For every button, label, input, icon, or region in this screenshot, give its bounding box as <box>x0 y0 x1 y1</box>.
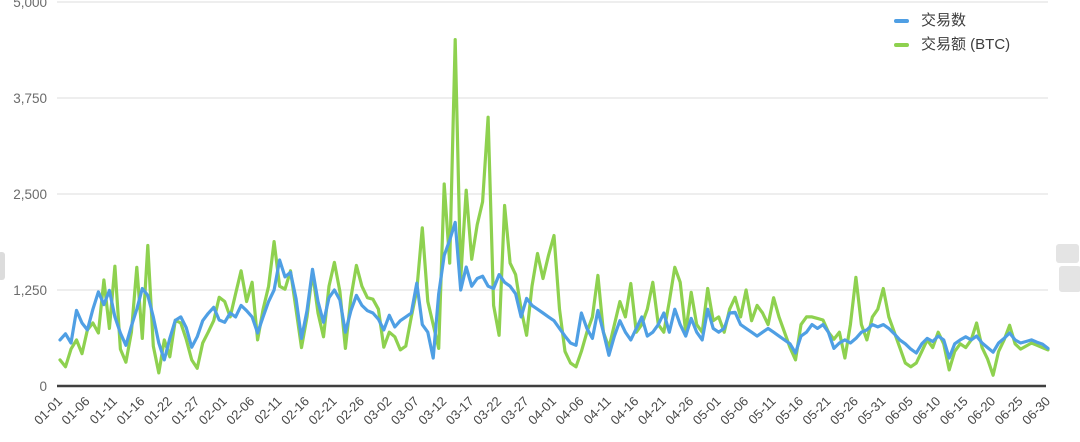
x-axis-label: 06-15 <box>937 394 971 428</box>
x-axis-label: 03-02 <box>360 394 394 428</box>
x-axis-label: 06-05 <box>882 394 916 428</box>
x-axis-label: 05-26 <box>827 394 861 428</box>
watermark-fragment-right-bottom <box>1059 266 1080 292</box>
x-axis-label: 05-21 <box>799 394 833 428</box>
x-axis-label: 01-27 <box>168 394 202 428</box>
x-axis-label: 04-16 <box>607 394 641 428</box>
x-axis-label: 06-25 <box>992 394 1026 428</box>
y-axis-label: 2,500 <box>13 187 47 202</box>
x-axis-label: 04-11 <box>581 394 614 427</box>
series-line-transaction-count <box>58 220 1050 362</box>
x-axis-label: 03-17 <box>443 394 477 428</box>
x-axis-label: 01-16 <box>113 394 147 428</box>
x-axis-label: 01-06 <box>58 394 92 428</box>
x-axis-label: 05-16 <box>772 394 806 428</box>
x-axis-label: 02-16 <box>278 394 312 428</box>
y-axis-label: 0 <box>39 379 47 394</box>
x-axis-label: 05-01 <box>690 394 724 428</box>
x-axis-label: 05-31 <box>854 394 888 428</box>
legend-swatch-transaction-volume-btc-icon <box>894 42 909 47</box>
y-axis-label: 5,000 <box>13 0 47 10</box>
x-axis-label: 01-11 <box>87 394 120 427</box>
x-axis-label: 04-26 <box>662 394 696 428</box>
x-axis-label: 04-06 <box>552 394 586 428</box>
watermark-fragment-left <box>0 252 5 280</box>
x-axis-label: 06-20 <box>964 394 998 428</box>
x-axis-label: 03-27 <box>498 394 532 428</box>
x-axis-label: 04-21 <box>635 394 669 428</box>
x-axis-label: 02-11 <box>251 394 284 427</box>
x-axis-label: 01-01 <box>31 394 65 428</box>
legend-item-transaction-count: 交易数 <box>894 12 1010 29</box>
x-axis-label: 02-21 <box>305 394 339 428</box>
x-axis-label: 02-01 <box>196 394 230 428</box>
x-axis-label: 03-22 <box>470 394 504 428</box>
legend-label-transaction-volume-btc: 交易额 (BTC) <box>921 36 1011 53</box>
x-axis-label: 06-10 <box>909 394 943 428</box>
x-axis-label: 01-22 <box>141 394 175 428</box>
x-axis-label: 04-01 <box>525 394 559 428</box>
legend-item-transaction-volume-btc: 交易额 (BTC) <box>894 36 1010 53</box>
x-axis-label: 06-30 <box>1019 394 1053 428</box>
watermark-fragment-right-top <box>1056 244 1079 263</box>
legend-label-transaction-count: 交易数 <box>921 12 967 29</box>
x-axis-label: 03-12 <box>415 394 449 428</box>
x-axis-label: 02-26 <box>333 394 367 428</box>
y-axis-label: 1,250 <box>13 283 47 298</box>
x-axis-label: 02-06 <box>223 394 257 428</box>
legend-swatch-transaction-count-icon <box>894 18 909 23</box>
x-axis-label: 03-07 <box>388 394 422 428</box>
x-axis-label: 05-11 <box>745 394 778 427</box>
x-axis-label: 05-06 <box>717 394 751 428</box>
y-axis-label: 3,750 <box>13 91 47 106</box>
chart-legend: 交易数 交易额 (BTC) <box>894 12 1010 53</box>
series-line-transaction-volume-btc <box>58 37 1050 377</box>
